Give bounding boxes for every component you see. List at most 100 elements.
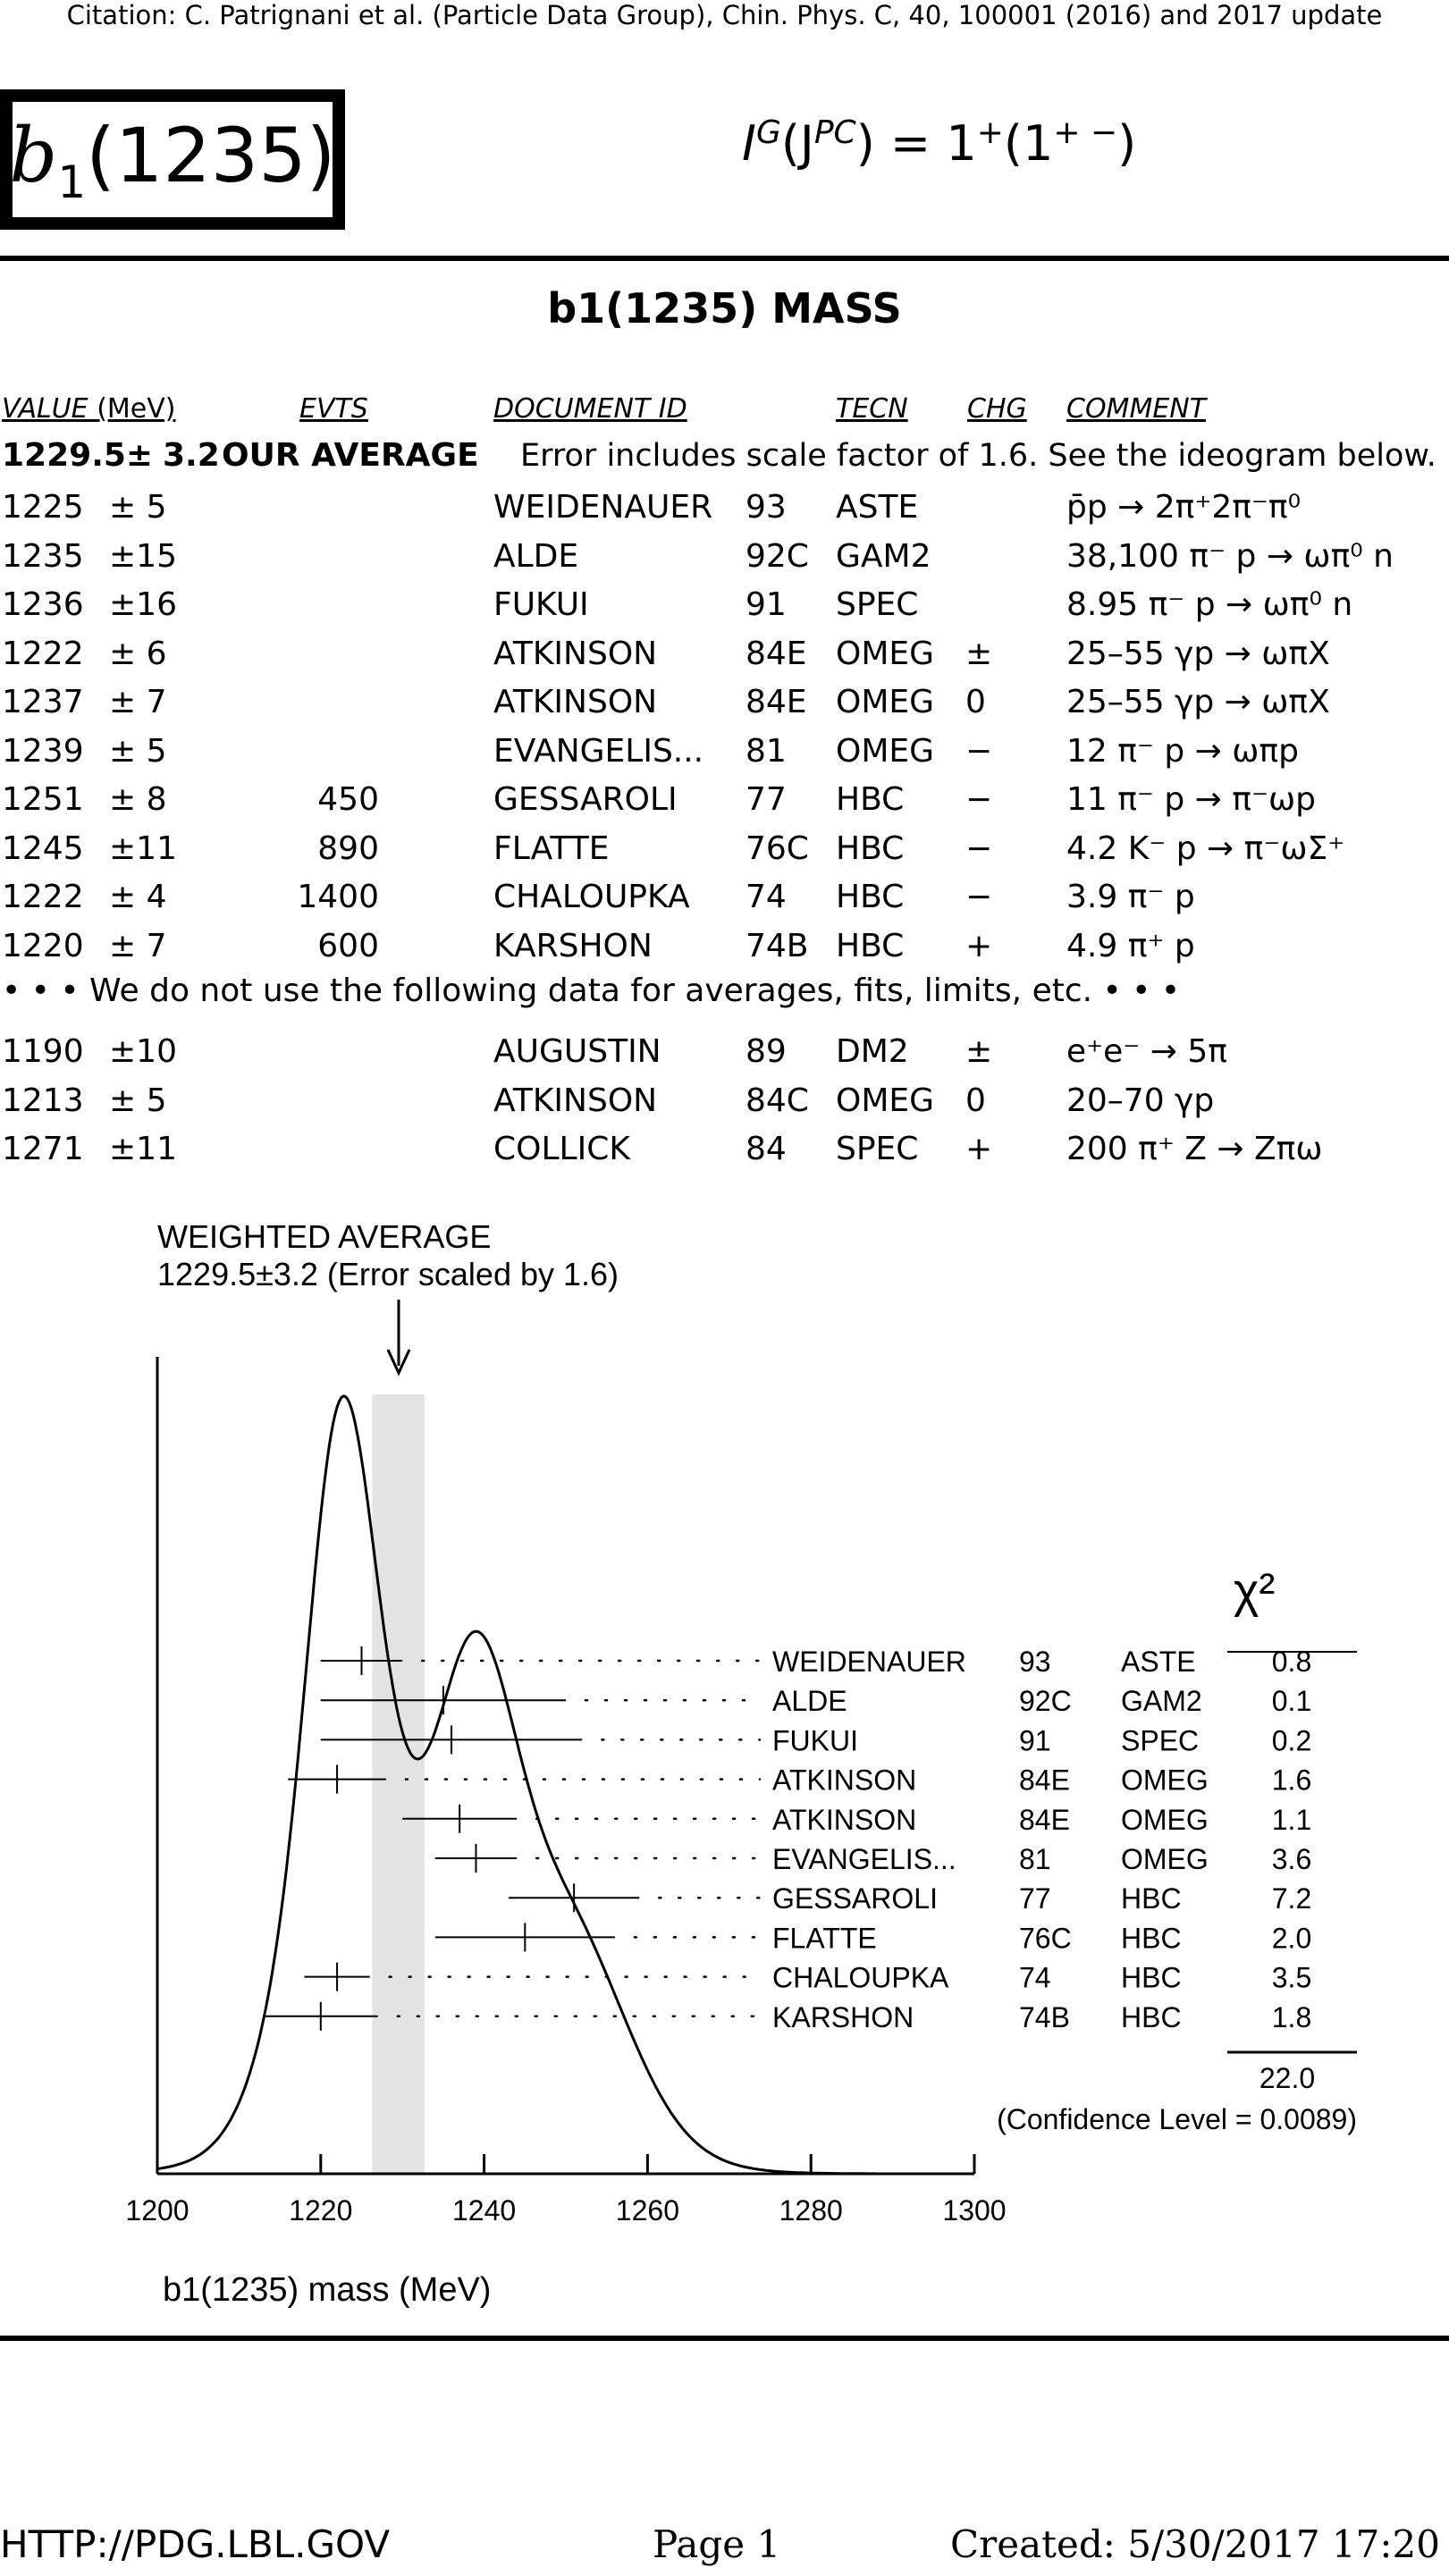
section-title: b1(1235) MASS [547, 284, 902, 333]
measurement-comment: 4.9 π⁺ p [1066, 927, 1195, 964]
ideogram-point: EVANGELIS... 81 OMEG 3.6 [434, 1843, 1311, 1875]
point-year: 74B [1019, 2001, 1070, 2033]
point-year: 84E [1019, 1804, 1070, 1836]
measurement-row: 1222 ± 4 1400 CHALOUPKA 74 HBC − 3.9 π⁻ p [0, 873, 1449, 922]
measurement-doc: FLATTE [493, 829, 610, 867]
point-year: 74 [1019, 1962, 1051, 1994]
point-label: FLATTE [772, 1922, 877, 1954]
point-label: WEIDENAUER [772, 1646, 966, 1678]
measurement-err: ± 4 [109, 879, 167, 915]
citation: Citation: C. Patrignani et al. (Particle… [66, 0, 1383, 30]
measurement-doc: WEIDENAUER [493, 489, 713, 526]
bottom-rule [0, 2336, 1449, 2341]
top-rule [0, 256, 1449, 261]
ideogram-point: KARSHON 74B HBC 1.8 [263, 2001, 1311, 2033]
ideogram-point: ATKINSON 84E OMEG 1.1 [402, 1804, 1311, 1836]
data-points: WEIDENAUER 93 ASTE 0.8 ALDE 92C GAM2 0.1 FUKUI 91… [263, 1646, 1311, 2033]
measurement-tecn: OMEG [836, 732, 935, 770]
header-tecn: TECN [836, 393, 908, 425]
ideogram-point: FLATTE 76C HBC 2.0 [434, 1922, 1311, 1954]
chi2-header: χ² [1234, 1564, 1275, 1618]
point-year: 92C [1019, 1685, 1072, 1717]
measurement-evts: 1400 [297, 879, 379, 915]
measurement-year: 77 [746, 781, 787, 818]
measurement-row: 1236 ±16 FUKUI 91 SPEC 8.95 π⁻ p → ωπ⁰ n [0, 581, 1449, 629]
point-label: EVANGELIS... [772, 1843, 956, 1875]
chi2-total: 22.0 [1259, 2062, 1315, 2094]
measurement-comment: 3.9 π⁻ p [1066, 879, 1195, 915]
measurement-value: 1225 [2, 489, 84, 526]
measurement-tecn: HBC [836, 879, 905, 915]
measurement-tecn: HBC [836, 829, 905, 867]
ideogram-point: CHALOUPKA 74 HBC 3.5 [304, 1962, 1311, 1994]
point-tecn: OMEG [1121, 1843, 1209, 1875]
point-year: 93 [1019, 1646, 1051, 1678]
point-label: KARSHON [772, 2001, 914, 2033]
unused-measurement-comment: 200 π⁺ Z → Zπω [1066, 1131, 1323, 1167]
unused-measurement-year: 84 [746, 1131, 787, 1167]
measurement-err: ± 6 [109, 635, 167, 672]
measurement-value: 1222 [2, 635, 84, 672]
x-tick-label: 1220 [289, 2194, 352, 2227]
measurement-value: 1245 [2, 829, 84, 867]
measurement-value: 1239 [2, 732, 84, 770]
unused-measurement-doc: AUGUSTIN [493, 1033, 661, 1070]
measurement-row: 1225 ± 5 WEIDENAUER 93 ASTE p̄p → 2π⁺2π⁻π⁰ [0, 484, 1449, 532]
measurement-doc: EVANGELIS... [493, 732, 704, 770]
x-tick-label: 1240 [452, 2194, 516, 2227]
point-label: ATKINSON [772, 1764, 916, 1797]
measurement-tecn: HBC [836, 927, 905, 964]
unused-measurement-row: 1271 ±11 COLLICK 84 SPEC +200 π⁺ Z → Zπω [0, 1125, 1449, 1174]
measurement-year: 92C [746, 537, 809, 575]
measurement-value: 1251 [2, 781, 84, 818]
measurement-err: ± 7 [109, 684, 167, 720]
measurement-value: 1222 [2, 879, 84, 915]
unused-measurement-doc: COLLICK [493, 1131, 630, 1167]
measurement-tecn: OMEG [836, 684, 935, 720]
measurement-comment: 11 π⁻ p → π⁻ωp [1066, 781, 1316, 818]
measurement-doc: ATKINSON [493, 635, 658, 672]
our-average-row: 1229.5± 3.2 OUR AVERAGE Error includes s… [0, 432, 1449, 480]
measurement-doc: ALDE [493, 537, 579, 575]
measurement-err: ± 5 [109, 732, 167, 770]
not-used-note: • • • We do not use the following data f… [2, 972, 1181, 1009]
point-label: ATKINSON [772, 1804, 916, 1836]
measurement-tecn: SPEC [836, 586, 919, 623]
our-average-value: 1229.5± [2, 437, 154, 474]
measurement-evts: 890 [317, 829, 379, 867]
measurement-comment: 8.95 π⁻ p → ωπ⁰ n [1066, 586, 1353, 623]
measurement-comment: 4.2 K⁻ p → π⁻ωΣ⁺ [1066, 829, 1345, 867]
measurement-err: ± 8 [109, 781, 167, 818]
footer-created: Created: 5/30/2017 17:20 [950, 2522, 1440, 2566]
point-label: GESSAROLI [772, 1882, 938, 1915]
footer-url[interactable]: HTTP://PDG.LBL.GOV [0, 2522, 391, 2566]
chart-title: WEIGHTED AVERAGE [157, 1218, 491, 1255]
measurement-doc: FUKUI [493, 586, 589, 623]
measurement-row: 1237 ± 7 ATKINSON 84E OMEG 0 25–55 γp → ωπX [0, 678, 1449, 727]
measurement-year: 84E [746, 635, 807, 672]
unused-measurement-value: 1190 [2, 1033, 84, 1070]
point-year: 84E [1019, 1764, 1070, 1797]
unused-measurement-tecn: OMEG [836, 1082, 935, 1119]
measurement-value: 1220 [2, 927, 84, 964]
chart-subtitle: 1229.5±3.2 (Error scaled by 1.6) [157, 1256, 619, 1292]
measurement-evts: 450 [317, 781, 379, 818]
measurement-chg: + [965, 927, 993, 964]
measurement-chg: − [965, 829, 993, 867]
point-year: 77 [1019, 1882, 1051, 1915]
ideogram-point: ALDE 92C GAM2 0.1 [320, 1685, 1311, 1717]
point-year: 91 [1019, 1724, 1051, 1756]
measurement-row: 1239 ± 5 EVANGELIS... 81 OMEG − 12 π⁻ p → ωπp [0, 728, 1449, 776]
header-chg: CHG [967, 393, 1027, 425]
measurement-chg: − [965, 732, 993, 770]
our-average-note: Error includes scale factor of 1.6. See … [520, 438, 1436, 474]
point-tecn: HBC [1121, 2001, 1182, 2033]
measurement-row: 1222 ± 6 ATKINSON 84E OMEG ±25–55 γp → ωπX [0, 630, 1449, 678]
unused-measurement-err: ± 5 [109, 1082, 167, 1119]
our-average-label: OUR AVERAGE [222, 437, 479, 474]
x-ticks: 1200 1220 1240 1260 1280 1300 [125, 2154, 1007, 2227]
ideogram-chart: WEIGHTED AVERAGE 1229.5±3.2 (Error scale… [125, 1218, 1357, 2309]
x-tick-label: 1200 [125, 2194, 189, 2227]
unused-measurement-row: 1213 ± 5 ATKINSON 84C OMEG 0 20–70 γp [0, 1077, 1449, 1125]
unused-measurement-chg: + [965, 1131, 993, 1167]
